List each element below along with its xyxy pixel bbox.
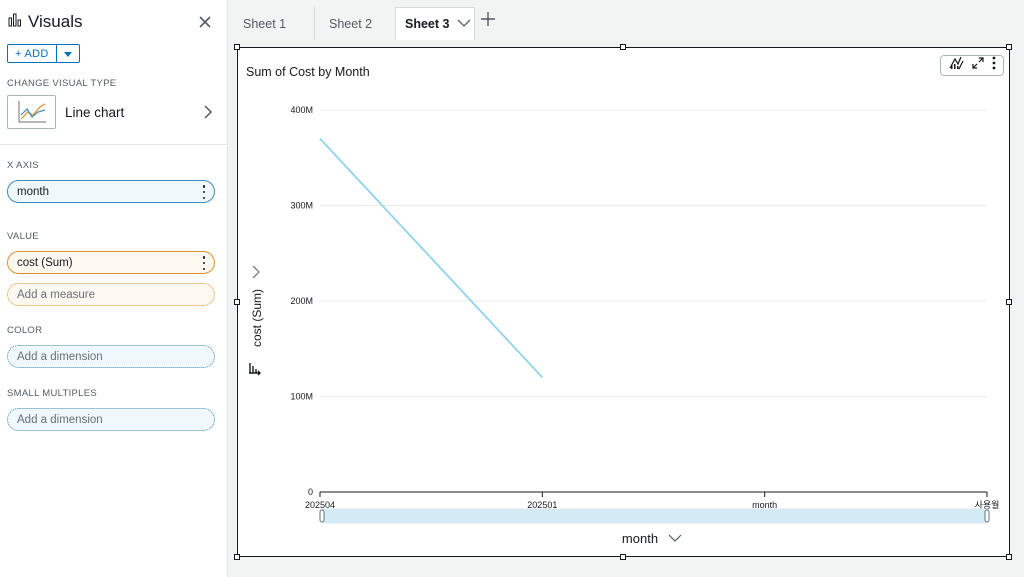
resize-handle[interactable] <box>234 554 240 560</box>
y-tick-label: 200M <box>290 296 313 306</box>
value-field: cost (Sum) <box>17 256 73 269</box>
chevron-right-icon <box>203 104 213 125</box>
y-tick-label: 0 <box>308 487 313 497</box>
y-tick-label: 300M <box>290 201 313 211</box>
caret-down-icon <box>63 45 73 63</box>
x-axis-field: month <box>17 185 49 198</box>
kebab-icon[interactable] <box>202 256 206 270</box>
chevron-right-icon <box>252 265 260 279</box>
panel-title: Visuals <box>28 12 83 31</box>
add-visual-button[interactable]: + ADD <box>7 44 57 63</box>
line-chart-thumbnail <box>7 95 56 129</box>
change-visual-type-label: CHANGE VISUAL TYPE <box>7 78 117 89</box>
color-dimension-well[interactable]: Add a dimension <box>7 345 215 368</box>
visual-type-label: Line chart <box>65 104 125 120</box>
tab-label: Sheet 2 <box>329 16 373 31</box>
scrollbar-handle-right <box>984 509 990 523</box>
chevron-down-icon[interactable] <box>457 17 471 31</box>
small-multiples-placeholder: Add a dimension <box>17 413 103 426</box>
resize-handle[interactable] <box>234 44 240 50</box>
resize-handle[interactable] <box>620 44 626 50</box>
x-axis-field-well[interactable]: month <box>7 180 215 203</box>
value-field-well[interactable]: cost (Sum) <box>7 251 215 274</box>
tab-sheet-2[interactable]: Sheet 2 <box>314 7 394 40</box>
tab-sheet-1[interactable]: Sheet 1 <box>229 7 314 40</box>
visual-toolbar <box>940 55 1004 76</box>
tab-sheet-3[interactable]: Sheet 3 <box>395 7 475 40</box>
small-multiples-label: SMALL MULTIPLES <box>7 388 98 399</box>
visual-container[interactable] <box>237 47 1010 557</box>
bar-chart-icon <box>8 13 22 32</box>
scrollbar-handle-left <box>319 509 325 523</box>
series-line <box>319 138 543 379</box>
plus-icon[interactable] <box>481 12 495 31</box>
tab-label: Sheet 3 <box>405 17 450 31</box>
sheet-tabbar: Sheet 1 Sheet 2 Sheet 3 <box>229 0 1024 40</box>
visuals-panel: Visuals + ADD CHANGE VISUAL TYPE Line <box>0 0 228 577</box>
tab-label: Sheet 1 <box>243 16 287 31</box>
visual-title[interactable]: Sum of Cost by Month <box>246 65 370 79</box>
y-tick-label: 100M <box>290 392 313 402</box>
visual-type-selector[interactable]: Line chart <box>7 94 221 130</box>
add-measure-placeholder: Add a measure <box>17 288 95 301</box>
x-tick-label: 202501 <box>527 500 557 510</box>
value-label: VALUE <box>7 231 39 242</box>
resize-handle[interactable] <box>1006 554 1012 560</box>
add-visual-group: + ADD <box>7 44 80 63</box>
color-dimension-placeholder: Add a dimension <box>17 350 103 363</box>
add-measure-well[interactable]: Add a measure <box>7 283 215 306</box>
panel-divider <box>0 144 228 145</box>
x-tick-label: month <box>752 500 777 510</box>
kebab-icon[interactable] <box>202 185 206 199</box>
x-scrollbar <box>321 508 988 524</box>
resize-handle[interactable] <box>234 299 240 305</box>
chevron-down-icon <box>668 534 682 542</box>
color-label: COLOR <box>7 325 43 336</box>
insights-icon[interactable] <box>948 56 964 75</box>
y-axis-title: cost (Sum) <box>250 289 264 347</box>
y-tick-label: 400M <box>290 105 313 115</box>
x-tick-label: 202504 <box>305 500 335 510</box>
x-tick-label: 사용월 <box>975 499 1000 510</box>
add-visual-dropdown[interactable] <box>56 44 80 63</box>
resize-handle[interactable] <box>620 554 626 560</box>
kebab-icon[interactable] <box>992 56 996 75</box>
x-axis-title: month <box>622 531 658 546</box>
sort-icon <box>249 363 261 376</box>
small-multiples-well[interactable]: Add a dimension <box>7 408 215 431</box>
resize-handle[interactable] <box>1006 299 1012 305</box>
close-icon[interactable] <box>197 14 213 30</box>
expand-icon[interactable] <box>971 56 985 75</box>
panel-header: Visuals <box>8 12 83 32</box>
x-axis-label: X AXIS <box>7 160 39 171</box>
resize-handle[interactable] <box>1006 44 1012 50</box>
